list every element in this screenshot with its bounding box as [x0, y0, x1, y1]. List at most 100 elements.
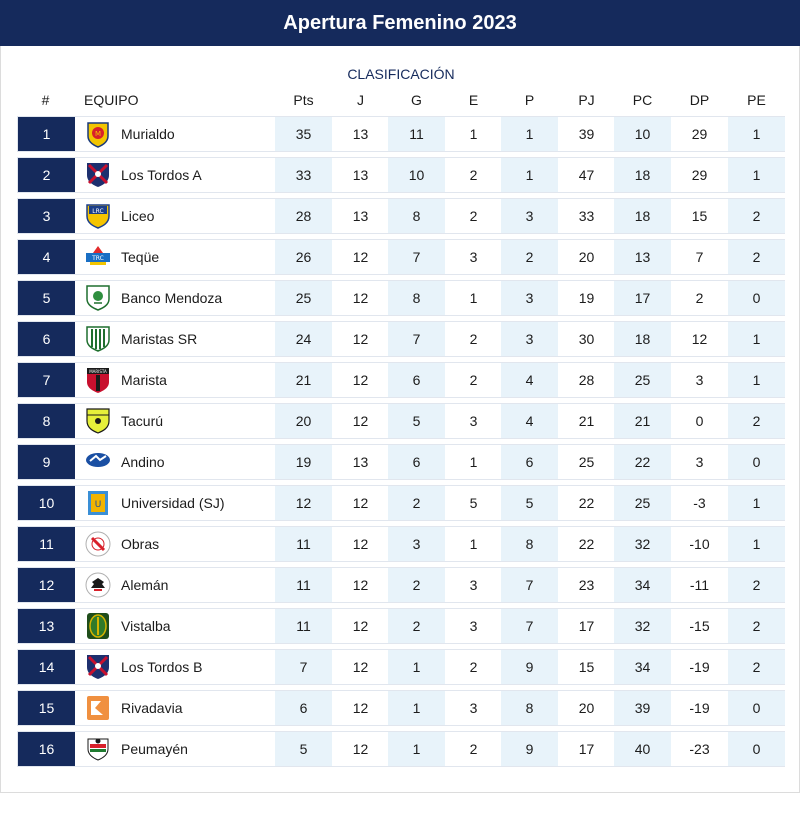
pc-cell: 10	[614, 117, 671, 151]
p-cell: 8	[501, 691, 558, 725]
pts-cell: 6	[275, 691, 332, 725]
pts-cell: 35	[275, 117, 332, 151]
team-name-cell: Rivadavia	[121, 700, 183, 716]
team-name-cell: Banco Mendoza	[121, 290, 223, 306]
j-cell: 13	[352, 454, 369, 470]
pj-cell: 20	[578, 249, 595, 265]
position-cell: 2	[18, 158, 75, 192]
table-row: 4 TRC Teqüe 26 12 7 3 2 20 13 7 2	[17, 239, 785, 275]
pe-cell: 2	[728, 240, 785, 274]
los-tordos-crest-icon	[84, 158, 112, 192]
table-row: 10 U Universidad (SJ) 12 12 2 5 5 22 25 -3 1	[17, 485, 785, 521]
pe-cell: 1	[728, 322, 785, 356]
pe-cell: 1	[728, 527, 785, 561]
svg-text:U: U	[95, 500, 102, 510]
column-header-p: P	[524, 92, 535, 108]
table-row: 7 MARISTA Marista 21 12 6 2 4 28 25 3 1	[17, 362, 785, 398]
pts-cell: 26	[275, 240, 332, 274]
obras-crest-icon	[84, 527, 112, 561]
pj-cell: 22	[578, 536, 595, 552]
team-name-cell: Teqüe	[121, 249, 160, 265]
pts-cell: 20	[275, 404, 332, 438]
team-name-cell: Vistalba	[121, 618, 171, 634]
pj-cell: 19	[578, 290, 595, 306]
table-row: 8 Tacurú 20 12 5 3 4 21 21 0 2	[17, 403, 785, 439]
pj-cell: 17	[578, 741, 595, 757]
j-cell: 12	[352, 700, 369, 716]
pts-cell: 11	[275, 568, 332, 602]
position-cell: 10	[18, 486, 75, 520]
p-cell: 7	[501, 568, 558, 602]
g-cell: 5	[388, 404, 445, 438]
pj-cell: 22	[578, 495, 595, 511]
andino-crest-icon	[84, 445, 112, 479]
column-header-j: J	[357, 92, 364, 108]
pe-cell: 1	[728, 117, 785, 151]
team-name-cell: Alemán	[121, 577, 169, 593]
position-cell: 3	[18, 199, 75, 233]
pe-cell: 2	[728, 404, 785, 438]
pj-cell: 39	[578, 126, 595, 142]
pc-cell: 18	[614, 322, 671, 356]
pc-cell: 32	[614, 609, 671, 643]
position-cell: 7	[18, 363, 75, 397]
g-cell: 7	[388, 240, 445, 274]
team-name-cell: Maristas SR	[121, 331, 198, 347]
e-cell: 2	[469, 208, 478, 224]
pc-cell: 32	[614, 527, 671, 561]
e-cell: 2	[469, 331, 478, 347]
position-cell: 13	[18, 609, 75, 643]
murialdo-crest-icon: M	[84, 117, 112, 151]
table-row: 3 LRC Liceo 28 13 8 2 3 33 18 15 2	[17, 198, 785, 234]
p-cell: 4	[501, 363, 558, 397]
e-cell: 1	[469, 126, 478, 142]
table-row: 1 M Murialdo 35 13 11 1 1 39 10 29 1	[17, 116, 785, 152]
maristas-sr-crest-icon	[84, 322, 112, 356]
pts-cell: 5	[275, 732, 332, 766]
team-name-cell: Peumayén	[121, 741, 188, 757]
column-header-row: # EQUIPO Pts J G E P PJ PC DP PE	[17, 92, 785, 110]
team-name-cell: Universidad (SJ)	[121, 495, 225, 511]
peumayen-crest-icon	[84, 732, 112, 766]
table-row: 11 Obras 11 12 3 1 8 22 32 -10 1	[17, 526, 785, 562]
svg-text:LRC: LRC	[92, 208, 103, 215]
pc-cell: 18	[614, 158, 671, 192]
team-name-cell: Los Tordos B	[121, 659, 203, 675]
position-cell: 9	[18, 445, 75, 479]
pe-cell: 1	[728, 158, 785, 192]
pe-cell: 0	[728, 732, 785, 766]
column-header-pe: PE	[747, 92, 766, 108]
column-header-e: E	[468, 92, 479, 108]
g-cell: 1	[388, 691, 445, 725]
svg-text:M: M	[95, 130, 101, 138]
pe-cell: 0	[728, 445, 785, 479]
g-cell: 1	[388, 732, 445, 766]
vistalba-crest-icon	[84, 609, 112, 643]
j-cell: 13	[352, 126, 369, 142]
p-cell: 3	[501, 199, 558, 233]
g-cell: 8	[388, 281, 445, 315]
pc-cell: 17	[614, 281, 671, 315]
j-cell: 13	[352, 208, 369, 224]
pe-cell: 0	[728, 281, 785, 315]
aleman-crest-icon	[84, 568, 112, 602]
table-row: 13 Vistalba 11 12 2 3 7 17 32 -15 2	[17, 608, 785, 644]
g-cell: 2	[388, 486, 445, 520]
p-cell: 1	[501, 117, 558, 151]
p-cell: 8	[501, 527, 558, 561]
pj-cell: 28	[578, 372, 595, 388]
j-cell: 12	[352, 249, 369, 265]
team-name-cell: Obras	[121, 536, 160, 552]
dp-cell: 3	[695, 454, 704, 470]
e-cell: 2	[469, 372, 478, 388]
table-row: 6 Maristas SR 24 12 7 2 3 30 18 12 1	[17, 321, 785, 357]
pe-cell: 2	[728, 199, 785, 233]
los-tordos-crest-icon	[84, 650, 112, 684]
p-cell: 5	[501, 486, 558, 520]
pj-cell: 17	[578, 618, 595, 634]
column-header-dp: DP	[689, 92, 710, 108]
p-cell: 9	[501, 732, 558, 766]
j-cell: 12	[352, 618, 369, 634]
standings-panel: CLASIFICACIÓN # EQUIPO Pts J G E P PJ PC…	[0, 46, 800, 793]
g-cell: 1	[388, 650, 445, 684]
